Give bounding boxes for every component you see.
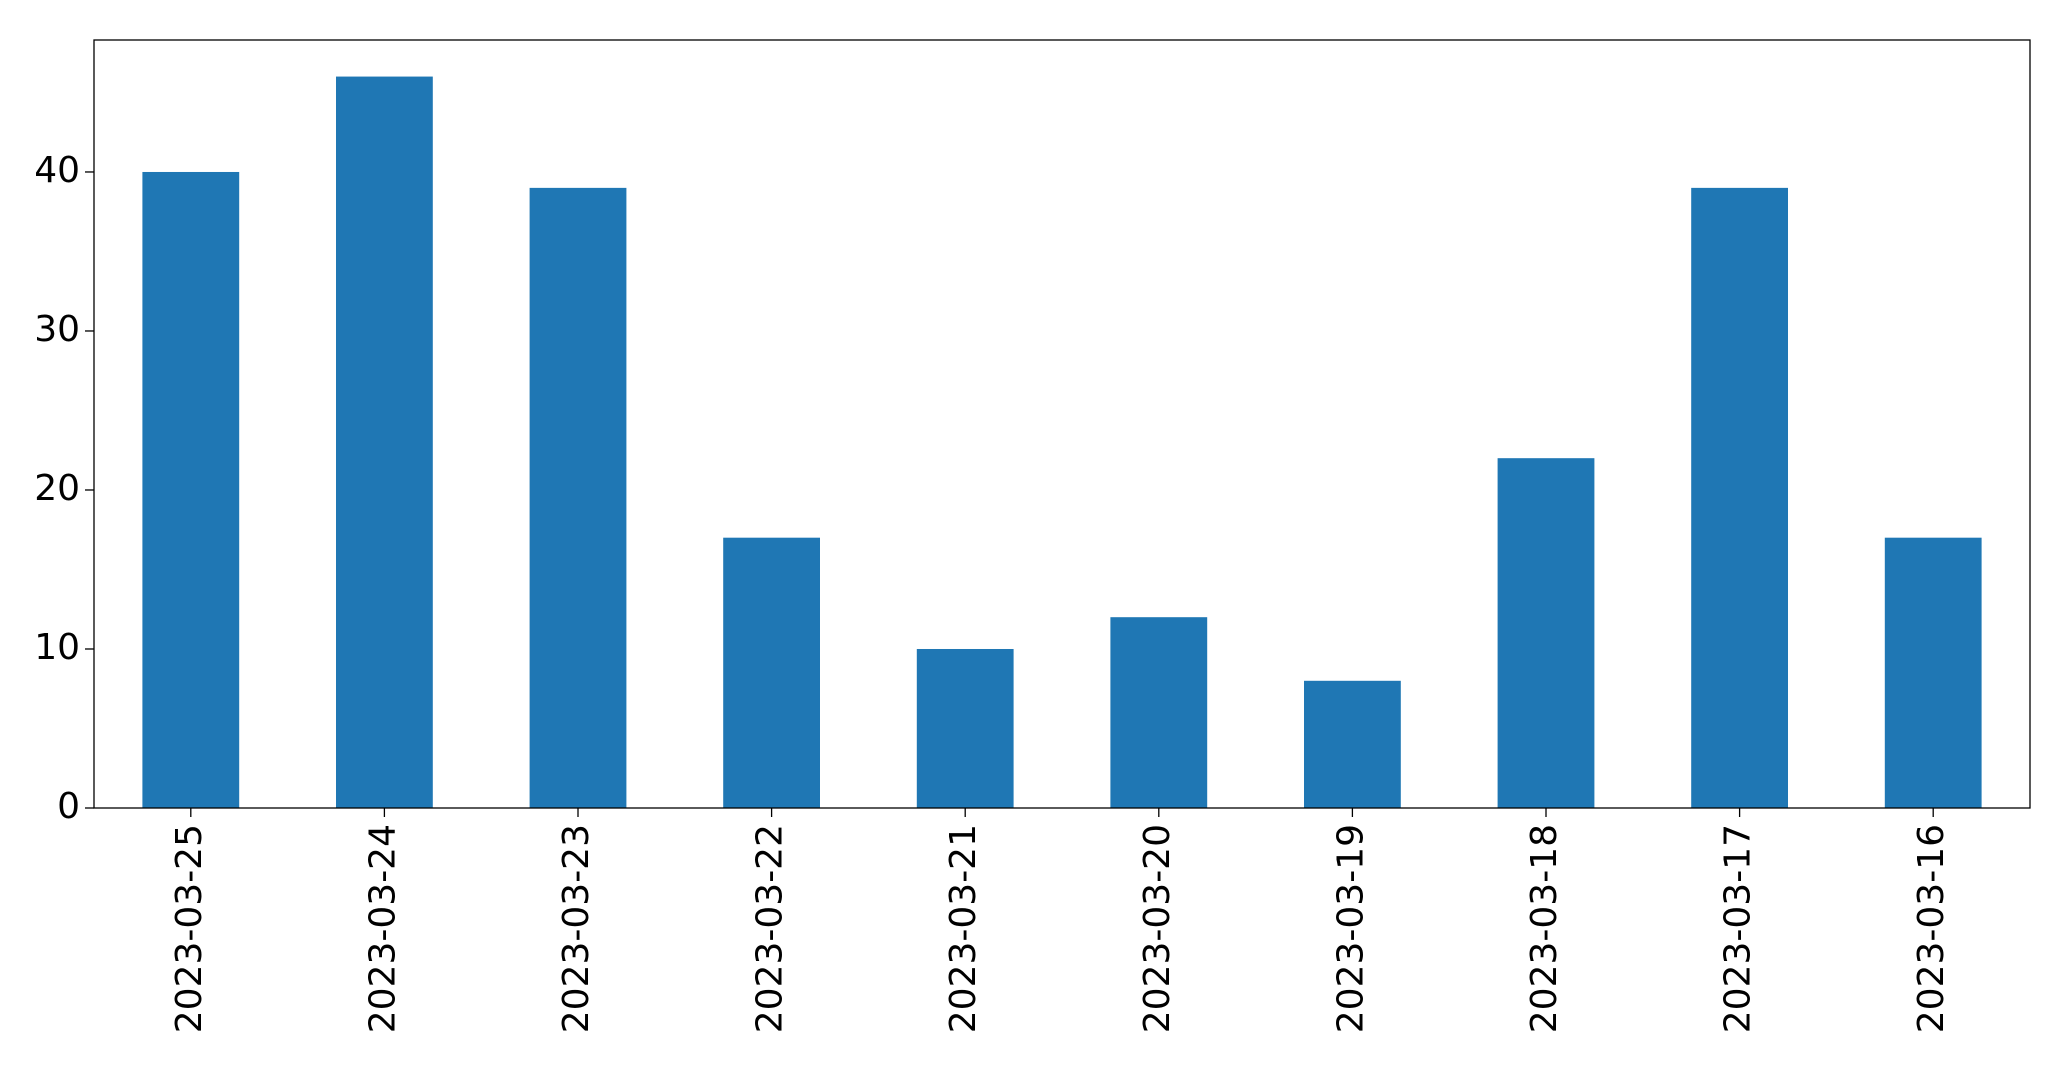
bar — [1497, 458, 1595, 808]
x-tick-label: 2023-03-18 — [1524, 824, 1565, 1033]
x-tick-label: 2023-03-19 — [1330, 824, 1371, 1033]
x-tick-label: 2023-03-17 — [1718, 824, 1759, 1033]
x-tick-label: 2023-03-24 — [362, 824, 403, 1033]
y-tick-label: 20 — [34, 468, 80, 509]
x-tick-label: 2023-03-25 — [169, 824, 210, 1033]
x-tick-label: 2023-03-22 — [750, 824, 791, 1033]
bar — [723, 537, 820, 808]
x-tick-label: 2023-03-16 — [1911, 824, 1952, 1033]
x-tick-label: 2023-03-21 — [943, 824, 984, 1033]
bar — [1110, 617, 1208, 808]
bar — [1884, 537, 1982, 808]
bar — [336, 76, 433, 809]
y-tick-label: 30 — [34, 309, 80, 350]
bar — [1304, 680, 1401, 808]
y-tick-label: 40 — [34, 150, 80, 191]
y-tick-label: 0 — [57, 786, 80, 827]
y-tick-label: 10 — [34, 627, 80, 668]
x-tick-label: 2023-03-20 — [1137, 824, 1178, 1033]
plot-frame — [93, 39, 2031, 809]
bar — [142, 171, 240, 808]
bar — [529, 187, 627, 808]
bar — [916, 648, 1014, 808]
x-tick-label: 2023-03-23 — [556, 824, 597, 1033]
bar — [1691, 187, 1788, 808]
